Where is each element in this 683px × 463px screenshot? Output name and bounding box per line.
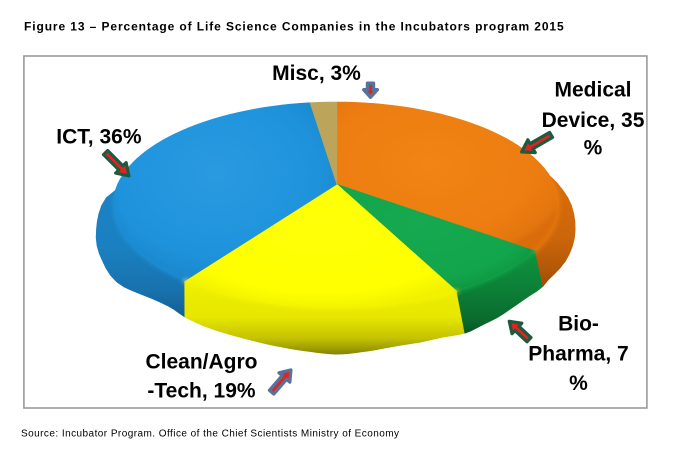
svg-text:Misc, 3%: Misc, 3% — [272, 62, 361, 85]
svg-text:%: % — [569, 372, 588, 395]
svg-text:Source: Incubator Program. Off: Source: Incubator Program. Office of the… — [21, 429, 400, 440]
svg-text:Figure 13 – Percentage of Life: Figure 13 – Percentage of Life Science C… — [24, 20, 565, 34]
svg-text:-Tech, 19%: -Tech, 19% — [147, 380, 255, 403]
svg-text:Medical: Medical — [554, 78, 631, 101]
svg-text:Pharma, 7: Pharma, 7 — [528, 343, 628, 366]
svg-text:Clean/Agro: Clean/Agro — [145, 351, 257, 374]
svg-text:Bio-: Bio- — [558, 313, 599, 336]
svg-text:%: % — [584, 136, 603, 159]
svg-text:ICT, 36%: ICT, 36% — [56, 126, 142, 149]
svg-text:Device, 35: Device, 35 — [542, 109, 645, 132]
